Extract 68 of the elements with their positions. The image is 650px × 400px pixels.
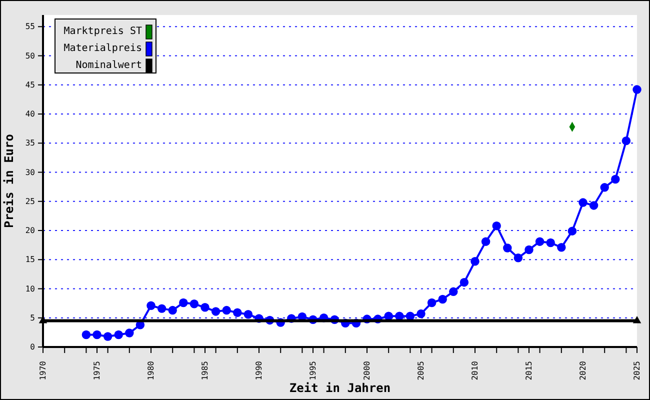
y-tick-label: 0 (30, 342, 36, 352)
point (200, 303, 210, 312)
y-tick-label: 30 (25, 168, 36, 177)
x-tick-label: 1980 (146, 360, 156, 380)
point (427, 298, 436, 308)
point (449, 287, 458, 296)
point (470, 257, 480, 266)
point (211, 307, 220, 316)
point (395, 312, 404, 320)
x-tick-label: 2020 (578, 360, 588, 380)
point (233, 308, 242, 317)
y-tick-label: 50 (25, 51, 36, 60)
point (514, 254, 523, 262)
point (492, 221, 501, 230)
point (190, 300, 199, 308)
point (503, 244, 512, 252)
point (438, 294, 447, 304)
y-tick-label: 25 (25, 196, 36, 206)
x-tick-label: 1995 (308, 360, 318, 380)
y-tick-label: 5 (30, 313, 36, 322)
point (125, 328, 134, 338)
y-axis-title: Preis in Euro (2, 134, 16, 228)
legend-label: Materialpreis (64, 43, 142, 54)
point (600, 183, 609, 192)
point (632, 85, 642, 94)
x-tick-label: 2000 (362, 360, 372, 380)
point (589, 201, 598, 210)
legend-label: Nominalwert (76, 60, 142, 71)
point (92, 330, 102, 340)
point (179, 298, 188, 308)
x-tick-label: 1985 (200, 360, 210, 380)
point (222, 306, 231, 315)
point (416, 309, 426, 318)
x-tick-label: 1975 (92, 360, 102, 380)
y-tick-label: 55 (25, 22, 36, 32)
x-tick-label: 2015 (524, 360, 534, 380)
point (103, 332, 112, 341)
x-tick-label: 1970 (38, 360, 48, 380)
x-tick-label: 1990 (254, 360, 264, 380)
y-tick-label: 15 (25, 255, 36, 264)
point (168, 306, 177, 315)
y-tick-label: 20 (25, 226, 36, 236)
legend-label: Marktpreis ST (64, 26, 142, 37)
point (460, 278, 469, 287)
point (481, 237, 490, 246)
point (146, 301, 156, 310)
point (114, 330, 123, 340)
point (535, 237, 544, 246)
point (546, 238, 555, 248)
point (557, 243, 566, 252)
point (406, 312, 415, 320)
x-axis-title: Zeit in Jahren (289, 381, 391, 395)
point (244, 310, 253, 319)
point (82, 330, 91, 340)
y-tick-label: 10 (25, 284, 36, 294)
y-tick-label: 45 (25, 80, 36, 90)
x-tick-label: 2010 (470, 360, 480, 380)
point (524, 245, 534, 254)
point (578, 198, 588, 207)
y-tick-label: 35 (25, 138, 36, 148)
x-tick-label: 2005 (416, 360, 426, 380)
point (384, 312, 393, 320)
point (157, 304, 166, 313)
x-tick-label: 2025 (632, 360, 642, 380)
point (622, 136, 631, 146)
y-tick-label: 40 (25, 110, 36, 119)
point (611, 174, 620, 184)
point (568, 226, 577, 236)
